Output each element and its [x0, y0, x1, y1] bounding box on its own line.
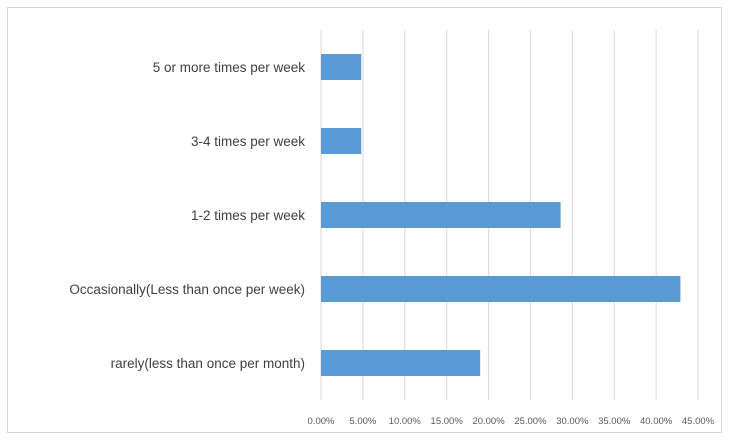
bars: [321, 54, 681, 376]
category-label: 1-2 times per week: [191, 208, 305, 223]
x-tick-label: 45.00%: [682, 416, 715, 427]
x-tick-label: 15.00%: [431, 416, 464, 427]
bar: [321, 350, 481, 376]
category-label: 5 or more times per week: [153, 60, 306, 75]
x-tick-label: 30.00%: [556, 416, 589, 427]
x-tick-label: 10.00%: [389, 416, 422, 427]
bar: [321, 128, 362, 154]
x-tick-label: 25.00%: [514, 416, 547, 427]
category-label: 3-4 times per week: [191, 134, 305, 149]
bar: [321, 276, 681, 302]
x-tick-label: 0.00%: [308, 416, 335, 427]
x-tick-label: 35.00%: [598, 416, 631, 427]
x-tick-label: 40.00%: [640, 416, 673, 427]
chart-frame: [7, 7, 722, 433]
x-tick-label: 5.00%: [349, 416, 376, 427]
category-labels: 5 or more times per week 3-4 times per we…: [69, 60, 305, 371]
bar: [321, 54, 362, 80]
x-tick-label: 20.00%: [472, 416, 505, 427]
bar: [321, 202, 561, 228]
gridlines: [320, 30, 699, 400]
x-tick-labels: 0.00% 5.00% 10.00% 15.00% 20.00% 25.00% 30.00%…: [308, 416, 715, 427]
category-label: Occasionally(Less than once per week): [69, 282, 305, 297]
category-label: rarely(less than once per month): [111, 356, 305, 371]
